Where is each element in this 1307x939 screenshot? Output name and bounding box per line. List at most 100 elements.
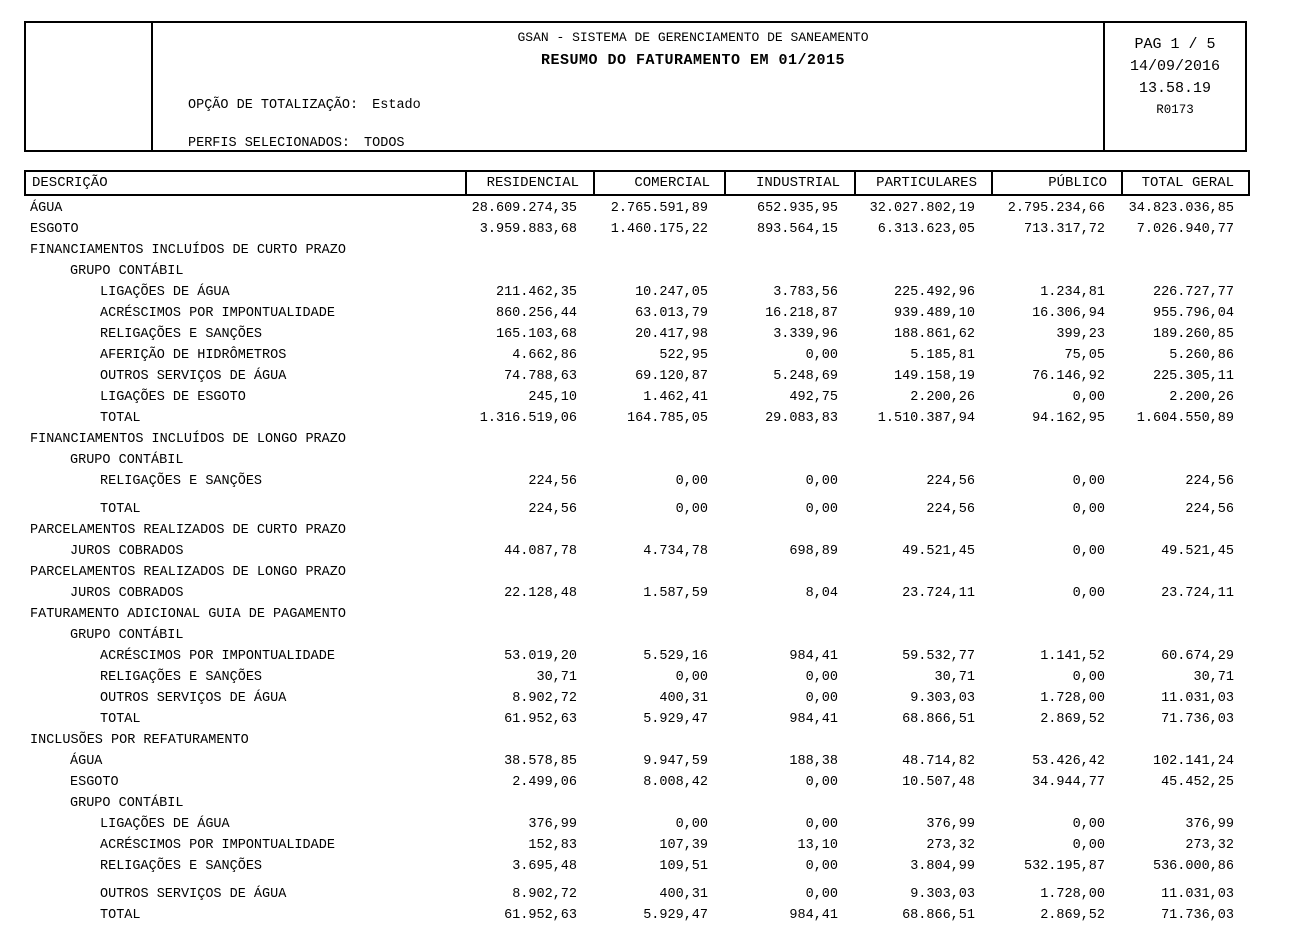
row-label: FATURAMENTO ADICIONAL GUIA DE PAGAMENTO xyxy=(30,607,346,622)
row-value-total-geral: 273,32 xyxy=(1185,838,1234,853)
row-value-industrial: 3.783,56 xyxy=(773,285,838,300)
row-label: TOTAL xyxy=(100,908,141,923)
row-value-publico: 76.146,92 xyxy=(1032,369,1105,384)
row-value-total-geral: 224,56 xyxy=(1185,502,1234,517)
row-value-comercial: 522,95 xyxy=(659,348,708,363)
row-value-industrial: 984,41 xyxy=(789,908,838,923)
column-header-industrial: INDUSTRIAL xyxy=(726,172,856,194)
row-value-publico: 1.728,00 xyxy=(1040,691,1105,706)
row-value-industrial: 8,04 xyxy=(805,586,838,601)
row-value-residencial: 165.103,68 xyxy=(495,327,577,342)
row-value-industrial: 698,89 xyxy=(789,544,838,559)
report-header-meta: PAG 1 / 5 14/09/2016 13.58.19 R0173 xyxy=(1103,23,1245,150)
report-time: 13.58.19 xyxy=(1138,80,1211,97)
table-row: RELIGAÇÕES E SANÇÕES 224,56 0,00 0,00 22… xyxy=(24,471,1250,492)
row-value-publico: 16.306,94 xyxy=(1032,306,1105,321)
row-value-industrial: 0,00 xyxy=(805,817,838,832)
row-value-total-geral: 49.521,45 xyxy=(1161,544,1234,559)
table-row: TOTAL 61.952,63 5.929,47 984,41 68.866,5… xyxy=(24,709,1250,730)
row-value-industrial: 652.935,95 xyxy=(756,201,838,216)
row-value-publico: 2.869,52 xyxy=(1040,908,1105,923)
row-value-residencial: 2.499,06 xyxy=(512,775,577,790)
table-row: ESGOTO 2.499,06 8.008,42 0,00 10.507,48 … xyxy=(24,772,1250,793)
table-row: INCLUSÕES POR REFATURAMENTO xyxy=(24,730,1250,751)
row-value-publico: 0,00 xyxy=(1072,817,1105,832)
row-value-comercial: 107,39 xyxy=(659,838,708,853)
row-value-residencial: 376,99 xyxy=(528,817,577,832)
column-header-publico: PÚBLICO xyxy=(993,172,1123,194)
row-value-residencial: 224,56 xyxy=(528,502,577,517)
row-value-industrial: 984,41 xyxy=(789,649,838,664)
table-row: TOTAL 1.316.519,06 164.785,05 29.083,83 … xyxy=(24,408,1250,429)
row-value-particulares: 225.492,96 xyxy=(893,285,975,300)
row-value-total-geral: 30,71 xyxy=(1193,670,1234,685)
row-value-residencial: 8.902,72 xyxy=(512,691,577,706)
profiles-value: TODOS xyxy=(364,136,405,151)
row-value-industrial: 492,75 xyxy=(789,390,838,405)
row-value-publico: 2.869,52 xyxy=(1040,712,1105,727)
row-value-publico: 75,05 xyxy=(1064,348,1105,363)
row-value-comercial: 109,51 xyxy=(659,859,708,874)
logo-area xyxy=(26,23,153,150)
row-value-particulares: 376,99 xyxy=(926,817,975,832)
row-label: ESGOTO xyxy=(70,775,119,790)
row-value-comercial: 63.013,79 xyxy=(635,306,708,321)
row-label: FINANCIAMENTOS INCLUÍDOS DE LONGO PRAZO xyxy=(30,432,346,447)
row-value-publico: 0,00 xyxy=(1072,586,1105,601)
row-value-residencial: 61.952,63 xyxy=(504,908,577,923)
row-value-residencial: 38.578,85 xyxy=(504,754,577,769)
column-header-descricao: DESCRIÇÃO xyxy=(26,172,467,194)
totalization-label: OPÇÃO DE TOTALIZAÇÃO: xyxy=(188,98,359,113)
row-label: TOTAL xyxy=(100,712,141,727)
row-value-industrial: 29.083,83 xyxy=(765,411,838,426)
report-table: DESCRIÇÃO RESIDENCIAL COMERCIAL INDUSTRI… xyxy=(24,170,1250,926)
row-label: RELIGAÇÕES E SANÇÕES xyxy=(100,859,263,874)
row-value-industrial: 984,41 xyxy=(789,712,838,727)
row-value-comercial: 0,00 xyxy=(675,817,708,832)
row-value-particulares: 10.507,48 xyxy=(902,775,975,790)
row-value-total-geral: 11.031,03 xyxy=(1161,887,1234,902)
row-label: GRUPO CONTÁBIL xyxy=(70,264,184,279)
row-value-comercial: 1.460.175,22 xyxy=(610,222,708,237)
column-header-comercial: COMERCIAL xyxy=(595,172,726,194)
row-value-residencial: 44.087,78 xyxy=(504,544,577,559)
row-value-comercial: 0,00 xyxy=(675,474,708,489)
table-row: ACRÉSCIMOS POR IMPONTUALIDADE 860.256,44… xyxy=(24,303,1250,324)
row-value-particulares: 32.027.802,19 xyxy=(869,201,975,216)
row-label: INCLUSÕES POR REFATURAMENTO xyxy=(30,733,249,748)
row-value-publico: 2.795.234,66 xyxy=(1007,201,1105,216)
row-label: GRUPO CONTÁBIL xyxy=(70,453,184,468)
row-value-total-geral: 376,99 xyxy=(1185,817,1234,832)
table-row: GRUPO CONTÁBIL xyxy=(24,261,1250,282)
row-value-residencial: 860.256,44 xyxy=(495,306,577,321)
table-row: OUTROS SERVIÇOS DE ÁGUA 8.902,72 400,31 … xyxy=(24,884,1250,905)
row-value-total-geral: 1.604.550,89 xyxy=(1136,411,1234,426)
profiles-line: PERFIS SELECIONADOS: TODOS xyxy=(188,136,405,151)
column-header-particulares: PARTICULARES xyxy=(856,172,993,194)
row-value-comercial: 0,00 xyxy=(675,502,708,517)
row-value-total-geral: 11.031,03 xyxy=(1161,691,1234,706)
table-row: FATURAMENTO ADICIONAL GUIA DE PAGAMENTO xyxy=(24,604,1250,625)
table-row: OUTROS SERVIÇOS DE ÁGUA 74.788,63 69.120… xyxy=(24,366,1250,387)
row-label: LIGAÇÕES DE ÁGUA xyxy=(100,285,230,300)
row-value-industrial: 13,10 xyxy=(797,838,838,853)
row-value-residencial: 22.128,48 xyxy=(504,586,577,601)
row-value-publico: 0,00 xyxy=(1072,502,1105,517)
row-value-industrial: 16.218,87 xyxy=(765,306,838,321)
row-value-residencial: 74.788,63 xyxy=(504,369,577,384)
table-row: LIGAÇÕES DE ESGOTO 245,10 1.462,41 492,7… xyxy=(24,387,1250,408)
row-value-particulares: 9.303,03 xyxy=(910,691,975,706)
row-value-publico: 1.234,81 xyxy=(1040,285,1105,300)
row-value-comercial: 69.120,87 xyxy=(635,369,708,384)
row-label: OUTROS SERVIÇOS DE ÁGUA xyxy=(100,887,287,902)
row-label: GRUPO CONTÁBIL xyxy=(70,628,184,643)
row-label: OUTROS SERVIÇOS DE ÁGUA xyxy=(100,369,287,384)
row-label: JUROS COBRADOS xyxy=(70,586,184,601)
row-value-particulares: 5.185,81 xyxy=(910,348,975,363)
row-value-publico: 713.317,72 xyxy=(1023,222,1105,237)
table-row: OUTROS SERVIÇOS DE ÁGUA 8.902,72 400,31 … xyxy=(24,688,1250,709)
row-value-comercial: 20.417,98 xyxy=(635,327,708,342)
row-value-comercial: 0,00 xyxy=(675,670,708,685)
page-number: PAG 1 / 5 xyxy=(1134,36,1216,53)
